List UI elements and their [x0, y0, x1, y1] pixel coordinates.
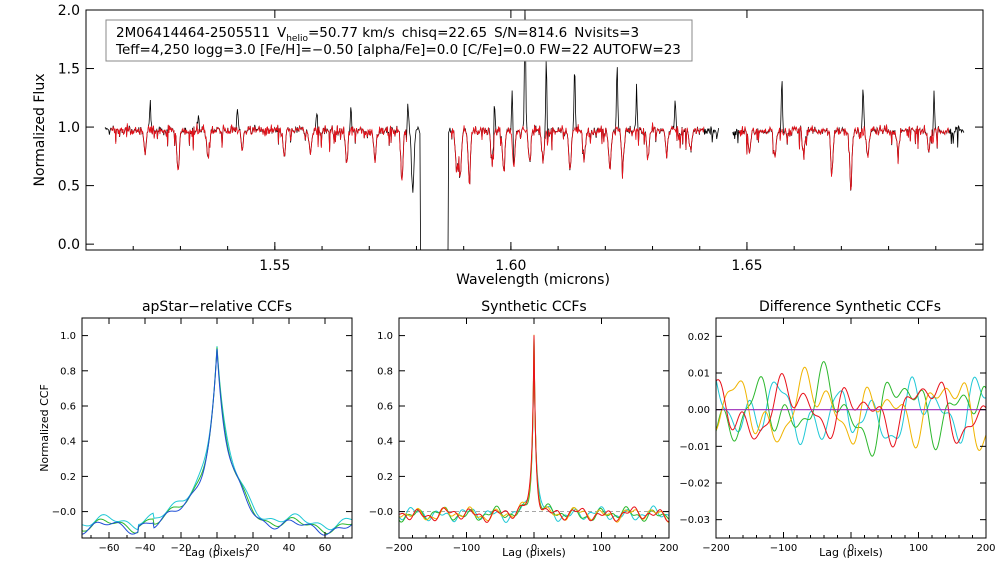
- snr-value: S/N=814.6: [494, 25, 567, 41]
- synthetic-ccf-title: Synthetic CCFs: [481, 299, 586, 315]
- apstar-ccf-series-2: [81, 347, 353, 535]
- x-tick-label: 1.65: [731, 258, 762, 274]
- y-tick-label: 1.0: [60, 331, 76, 342]
- y-tick-label: 0.4: [60, 437, 76, 448]
- apstar-ccf-title: apStar−relative CCFs: [142, 299, 292, 315]
- apstar-ccf-series-3: [81, 349, 353, 536]
- y-tick-label: 0.5: [58, 179, 80, 195]
- y-tick-label: 1.0: [377, 331, 393, 342]
- synthetic-ccf-plot-area: [398, 334, 670, 524]
- y-tick-label: −0.0: [369, 507, 393, 518]
- synthetic-ccf-panel: Synthetic CCFs −200 −100 0 100 200 −0.0 0.2 0.4…: [369, 299, 679, 559]
- spectrum-panel: 1.55 1.60 1.65 0.0 0.5 1.0 1.5 2.0 Wavelength (…: [32, 3, 984, 288]
- y-tick-label: 0.00: [688, 405, 710, 416]
- x-tick-label: −20: [170, 543, 191, 554]
- spectrum-ylabel: Normalized Flux: [32, 74, 48, 187]
- y-tick-label: 0.02: [688, 332, 710, 343]
- info-box: [105, 19, 693, 62]
- difference-ccf-xlabel: Lag (pixels): [819, 546, 883, 559]
- x-tick-label: 0: [214, 543, 220, 554]
- y-tick-label: 0.4: [377, 437, 393, 448]
- x-tick-label: 60: [319, 543, 332, 554]
- x-tick-label: −60: [98, 543, 119, 554]
- x-tick-label: 0: [531, 543, 537, 554]
- model-spectrum-chip-3: [738, 124, 950, 191]
- y-tick-label: −0.01: [679, 442, 710, 453]
- info-line-1: 2M06414464-2505511 Vhelio=50.77 km/s chisq…: [116, 25, 639, 44]
- spectrum-axes-frame: [85, 9, 984, 251]
- synthetic-ccf-xlabel: Lag (pixels): [502, 546, 566, 559]
- x-tick-label: 100: [909, 543, 928, 554]
- x-tick-label: 0: [848, 543, 854, 554]
- y-tick-label: 2.0: [58, 3, 80, 19]
- x-tick-label: −100: [770, 543, 797, 554]
- difference-ccf-series-2: [715, 361, 987, 457]
- apstar-ccf-ticks: −60 −40 −20 0 20 40 60 −0.0 0.2 0.4 0.6 0.8 1.0: [52, 318, 352, 554]
- difference-ccf-series-4: [715, 373, 987, 448]
- nvisits-value: Nvisits=3: [574, 25, 639, 41]
- v-helio-symbol: V: [277, 25, 287, 41]
- model-spectrum-chip-2: [450, 122, 705, 185]
- y-tick-label: 0.01: [688, 369, 710, 380]
- y-tick-label: 0.8: [60, 366, 76, 377]
- y-tick-label: 0.2: [60, 472, 76, 483]
- difference-ccf-panel: Difference Synthetic CCFs −200 −100 0 100 20…: [679, 299, 995, 559]
- difference-ccf-axes-frame: [715, 317, 987, 539]
- apstar-ccf-xlabel: Lag (pixels): [185, 546, 249, 559]
- y-tick-label: 0.6: [377, 402, 393, 413]
- chisq-value: chisq=22.65: [402, 25, 487, 41]
- apstar-ccf-plot-area: [81, 346, 353, 536]
- v-helio-value: =50.77 km/s: [308, 25, 395, 41]
- x-tick-label: 20: [247, 543, 260, 554]
- synthetic-ccf-series-4: [398, 335, 670, 523]
- x-tick-label: 200: [659, 543, 678, 554]
- x-tick-label: 100: [592, 543, 611, 554]
- x-tick-label: 1.60: [495, 258, 526, 274]
- apstar-ccf-panel: apStar−relative CCFs −60 −40 −20 0 20 40 60 −0.…: [38, 299, 353, 559]
- x-tick-label: −40: [134, 543, 155, 554]
- synthetic-ccf-ticks: −200 −100 0 100 200 −0.0 0.2 0.4 0.6 0.8 1.0: [369, 318, 679, 554]
- spectrum-ticks: 1.55 1.60 1.65 0.0 0.5 1.0 1.5 2.0: [58, 3, 983, 274]
- x-tick-label: −200: [702, 543, 729, 554]
- spectrum-xlabel: Wavelength (microns): [456, 272, 610, 288]
- y-tick-label: −0.02: [679, 479, 710, 490]
- v-helio-subscript: helio: [286, 34, 308, 44]
- y-tick-label: 0.6: [60, 402, 76, 413]
- star-id: 2M06414464-2505511: [116, 25, 270, 41]
- difference-ccf-title: Difference Synthetic CCFs: [759, 299, 941, 315]
- difference-ccf-series-3: [715, 366, 987, 451]
- model-spectrum-chip-1: [110, 123, 407, 181]
- info-line-2: Teff=4,250 logg=3.0 [Fe/H]=−0.50 [alpha/…: [115, 42, 681, 58]
- y-tick-label: 0.2: [377, 472, 393, 483]
- y-tick-label: 1.0: [58, 120, 80, 136]
- x-tick-label: 40: [283, 543, 296, 554]
- y-tick-label: 0.0: [58, 237, 80, 253]
- y-tick-label: −0.03: [679, 515, 710, 526]
- y-tick-label: 0.8: [377, 366, 393, 377]
- observed-spectrum-chip-1: [104, 99, 422, 250]
- x-tick-label: −200: [385, 543, 412, 554]
- y-tick-label: −0.0: [52, 507, 76, 518]
- x-tick-label: 1.55: [259, 258, 290, 274]
- apstar-ccf-ylabel: Normalized CCF: [38, 384, 51, 472]
- x-tick-label: 200: [976, 543, 995, 554]
- difference-ccf-plot-area: [715, 361, 987, 457]
- apstar-ccf-series-1: [81, 346, 353, 531]
- spectrum-plot-area: [104, 10, 965, 250]
- x-tick-label: −100: [453, 543, 480, 554]
- difference-ccf-ticks: −200 −100 0 100 200 −0.03 −0.02 −0.01 0.00 0.01 0.…: [679, 318, 996, 554]
- y-tick-label: 1.5: [58, 61, 80, 77]
